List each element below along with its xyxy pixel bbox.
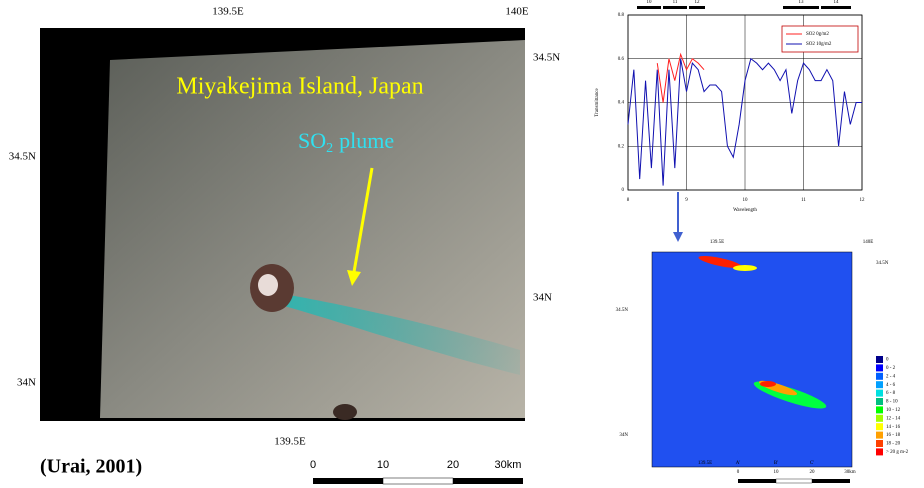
y-tick-label: 0.4 — [618, 101, 625, 106]
scale-label: 20 — [810, 470, 816, 475]
scale-segment — [313, 478, 383, 484]
legend-swatch — [876, 448, 883, 455]
band-label: 10 — [647, 0, 653, 5]
lon-label: 139.5E — [212, 6, 244, 18]
lon-label: 139.5E — [698, 461, 712, 466]
scale-segment — [812, 479, 850, 483]
scale-label: 0 — [310, 459, 316, 471]
legend-label: SO2 10g/m2 — [806, 42, 832, 47]
lat-label: 34N — [17, 377, 36, 389]
x-axis-label: Wavelength — [733, 208, 757, 213]
transmittance-chart: 0 0.2 0.4 0.6 0.8 8 9 10 11 12 Wavelength Transmitt… — [595, 0, 865, 213]
legend-label: 6 - 8 — [886, 391, 896, 396]
section-label: A' — [736, 461, 741, 466]
scale-label: 10 — [774, 470, 780, 475]
legend-box — [782, 26, 858, 52]
scale-segment — [383, 478, 453, 484]
y-tick-label: 0.6 — [618, 57, 625, 62]
x-tick-label: 8 — [627, 198, 630, 203]
scale-segment — [738, 479, 776, 483]
map-field — [652, 252, 852, 467]
lat-label: 34N — [533, 292, 552, 304]
x-tick-label: 10 — [743, 198, 749, 203]
plume-label: SO2 plume — [298, 128, 394, 156]
band-bar — [821, 6, 851, 9]
island-crater — [258, 274, 278, 296]
legend-swatch — [876, 381, 883, 388]
legend-swatch — [876, 432, 883, 439]
image-title: Miyakejima Island, Japan — [176, 74, 423, 100]
band-label: 13 — [799, 0, 805, 5]
x-tick-label: 11 — [801, 198, 806, 203]
scale-label: 10 — [377, 459, 389, 471]
band-bar — [637, 6, 661, 9]
plume-label-subscript: 2 — [326, 141, 333, 156]
legend-swatch — [876, 390, 883, 397]
legend-swatch — [876, 440, 883, 447]
band-label: 11 — [673, 0, 678, 5]
scale-label: 30km — [495, 459, 522, 471]
island — [333, 404, 357, 420]
band-bar — [663, 6, 687, 9]
legend-swatch — [876, 406, 883, 413]
map-hotspot — [733, 265, 757, 271]
legend-label: SO2 0g/m2 — [806, 32, 829, 37]
band-label: 12 — [695, 0, 701, 5]
concentration-map — [630, 250, 858, 476]
x-tick-label: 12 — [860, 198, 866, 203]
legend-label: 4 - 6 — [886, 383, 896, 388]
legend-label: > 20 g m-2 — [886, 450, 909, 455]
lon-label: 140E — [863, 240, 874, 245]
legend-label: 8 - 10 — [886, 400, 898, 405]
lon-label: 139.5E — [710, 240, 724, 245]
y-tick-label: 0 — [622, 188, 625, 193]
lat-label: 34.5N — [533, 52, 560, 64]
slide: 139.5E 140E 34.5N 34N 34.5N 34N 139.5E M… — [0, 0, 924, 488]
map-legend: 0 0 - 2 2 - 4 4 - 6 6 - 8 8 - 10 10 - 12 12 - 1… — [876, 356, 909, 455]
legend-swatch — [876, 356, 883, 363]
map-hotspot — [760, 381, 776, 387]
lat-label: 34N — [619, 433, 628, 438]
y-tick-label: 0.8 — [618, 13, 625, 18]
legend-label: 16 - 18 — [886, 433, 901, 438]
legend-label: 2 - 4 — [886, 374, 896, 379]
page: {"satellite_image": { "top_labels": ["13… — [0, 0, 924, 488]
band-bar — [689, 6, 705, 9]
lon-label: 140E — [505, 6, 529, 18]
legend-label: 0 - 2 — [886, 366, 896, 371]
scale-bar: 0 10 20 30km — [310, 459, 523, 484]
y-tick-label: 0.2 — [618, 144, 625, 149]
section-label: B' — [774, 461, 778, 466]
section-label: C' — [810, 461, 814, 466]
band-label: 14 — [834, 0, 840, 5]
scale-segment — [453, 478, 523, 484]
scale-segment — [776, 479, 812, 483]
legend-label: 14 - 16 — [886, 425, 901, 430]
plume-label-suffix: plume — [339, 128, 394, 153]
legend-label: 10 - 12 — [886, 408, 901, 413]
legend-swatch — [876, 415, 883, 422]
legend-swatch — [876, 398, 883, 405]
band-bar — [783, 6, 819, 9]
legend-label: 0 — [886, 358, 889, 363]
legend-swatch — [876, 423, 883, 430]
legend-label: 12 - 14 — [886, 416, 901, 421]
legend-label: 18 - 20 — [886, 442, 901, 447]
lat-label: 34.5N — [9, 151, 36, 163]
scale-label: 20 — [447, 459, 459, 471]
legend-swatch — [876, 373, 883, 380]
legend-swatch — [876, 364, 883, 371]
arrow-head — [673, 232, 683, 242]
lon-label: 139.5E — [274, 436, 306, 448]
plume-label-text: SO — [298, 128, 326, 153]
scale-label: 30km — [844, 470, 856, 475]
x-tick-label: 9 — [685, 198, 688, 203]
lat-label: 34.5N — [616, 308, 629, 313]
lat-label: 34.5N — [876, 261, 889, 266]
citation: (Urai, 2001) — [40, 456, 142, 478]
y-axis-label: Transmittance — [595, 88, 600, 117]
